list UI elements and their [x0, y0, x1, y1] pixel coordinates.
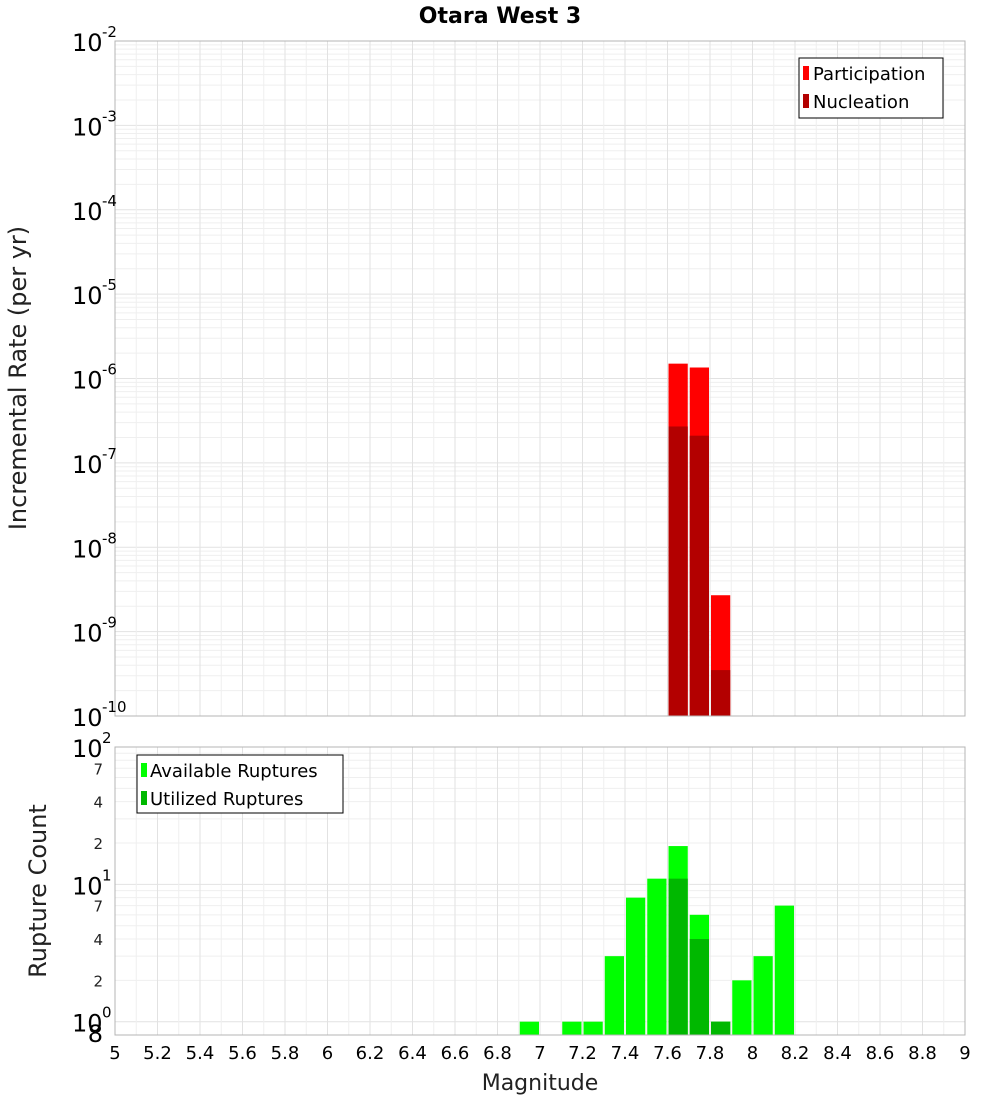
x-tick-label: 7.4	[611, 1043, 640, 1064]
count-y-tick-exponent: 2	[102, 729, 112, 747]
available-ruptures-bar	[583, 1021, 603, 1035]
x-tick-label: 8.2	[781, 1043, 810, 1064]
count-y-axis-label: Rupture Count	[24, 804, 52, 978]
chart-title: Otara West 3	[419, 4, 581, 29]
count-y-tick-label: 10	[72, 872, 103, 900]
rate-y-tick-exponent: -3	[102, 107, 117, 125]
available-legend-label: Available Ruptures	[150, 761, 318, 782]
rate-y-tick-exponent: -7	[102, 445, 117, 463]
x-axis-label: Magnitude	[482, 1071, 599, 1096]
x-axis-ticks: 5 5.2 5.4 5.6 5.8 6 6.2 6.4 6.6 6.8 7 7.2 7.4 7.6 7.8 8…	[109, 1043, 970, 1064]
available-ruptures-bar	[626, 897, 646, 1035]
count-y-minor-tick-label: 2	[93, 835, 103, 853]
x-tick-label: 5.6	[228, 1043, 257, 1064]
available-ruptures-bar	[604, 956, 624, 1035]
count-legend-box	[136, 754, 344, 814]
rate-y-tick-exponent: -8	[102, 529, 117, 547]
available-ruptures-bar	[647, 878, 667, 1035]
count-plot-bars	[519, 846, 794, 1035]
x-tick-label: 6.8	[483, 1043, 512, 1064]
nucleation-bar	[668, 426, 688, 716]
count-y-tick-label: 10	[72, 735, 103, 763]
x-tick-label: 8.6	[866, 1043, 895, 1064]
nucleation-legend-swatch	[803, 94, 809, 108]
x-tick-label: 8.4	[823, 1043, 852, 1064]
x-tick-label: 8.8	[908, 1043, 937, 1064]
rate-plot-grid	[114, 40, 966, 717]
rate-plot-bars	[668, 363, 731, 716]
x-tick-label: 7	[534, 1043, 545, 1064]
x-tick-label: 9	[959, 1043, 970, 1064]
count-legend: Available Ruptures Utilized Ruptures	[136, 754, 344, 814]
rate-y-tick-label: 10	[72, 704, 103, 732]
rate-legend-box	[798, 57, 944, 119]
participation-legend-swatch	[803, 66, 809, 80]
rate-y-tick-label: 10	[72, 620, 103, 648]
x-tick-label: 5.2	[143, 1043, 172, 1064]
available-ruptures-bar	[519, 1021, 539, 1035]
x-tick-label: 6.4	[398, 1043, 427, 1064]
rate-y-tick-label: 10	[72, 29, 103, 57]
x-tick-label: 6.2	[356, 1043, 385, 1064]
utilized-ruptures-bar	[689, 939, 709, 1035]
rate-y-tick-exponent: -9	[102, 614, 117, 632]
x-tick-label: 5	[109, 1043, 120, 1064]
x-tick-label: 7.2	[568, 1043, 597, 1064]
rate-y-tick-label: 10	[72, 451, 103, 479]
count-y-tick-label: 10	[72, 1010, 103, 1038]
x-tick-label: 6	[322, 1043, 333, 1064]
rate-y-tick-label: 10	[72, 282, 103, 310]
rate-y-axis-ticks: 10-210-310-410-510-610-710-810-910-10	[72, 23, 127, 732]
x-tick-label: 6.6	[441, 1043, 470, 1064]
rate-y-tick-label: 10	[72, 113, 103, 141]
x-tick-label: 7.6	[653, 1043, 682, 1064]
available-ruptures-bar	[562, 1021, 582, 1035]
x-tick-label: 5.4	[186, 1043, 215, 1064]
utilized-legend-label: Utilized Ruptures	[150, 789, 303, 810]
rate-y-tick-exponent: -4	[102, 192, 117, 210]
count-y-minor-tick-label: 7	[93, 760, 103, 778]
rate-plot-frame	[114, 40, 966, 717]
rate-y-axis-label: Incremental Rate (per yr)	[4, 226, 32, 530]
available-ruptures-bar	[774, 905, 794, 1035]
x-tick-label: 7.8	[696, 1043, 725, 1064]
count-plot-frame	[114, 746, 966, 1036]
nucleation-legend-label: Nucleation	[813, 92, 909, 113]
rate-y-tick-label: 10	[72, 367, 103, 395]
count-y-tick-exponent: 0	[102, 1004, 112, 1022]
rate-legend: Participation Nucleation	[798, 57, 944, 119]
x-tick-label: 5.8	[271, 1043, 300, 1064]
rate-y-tick-label: 10	[72, 198, 103, 226]
utilized-ruptures-bar	[711, 1021, 731, 1035]
rate-y-tick-exponent: -5	[102, 276, 117, 294]
count-y-minor-tick-label: 8	[88, 1020, 103, 1048]
utilized-legend-swatch	[141, 791, 147, 805]
rate-y-tick-exponent: -2	[102, 23, 117, 41]
rate-y-tick-exponent: -6	[102, 361, 117, 379]
count-y-minor-tick-label: 7	[93, 898, 103, 916]
available-ruptures-bar	[732, 980, 752, 1035]
rate-y-tick-label: 10	[72, 535, 103, 563]
x-tick-label: 8	[747, 1043, 758, 1064]
count-y-minor-tick-label: 4	[93, 794, 103, 812]
count-y-minor-tick-label: 4	[93, 931, 103, 949]
count-y-tick-exponent: 1	[102, 866, 112, 884]
nucleation-bar	[711, 670, 731, 716]
nucleation-bar	[689, 435, 709, 716]
rate-y-tick-exponent: -10	[102, 698, 127, 716]
count-y-minor-tick-label: 2	[93, 972, 103, 990]
participation-legend-label: Participation	[813, 64, 925, 85]
available-legend-swatch	[141, 763, 147, 777]
utilized-ruptures-bar	[668, 878, 688, 1035]
available-ruptures-bar	[753, 956, 773, 1035]
